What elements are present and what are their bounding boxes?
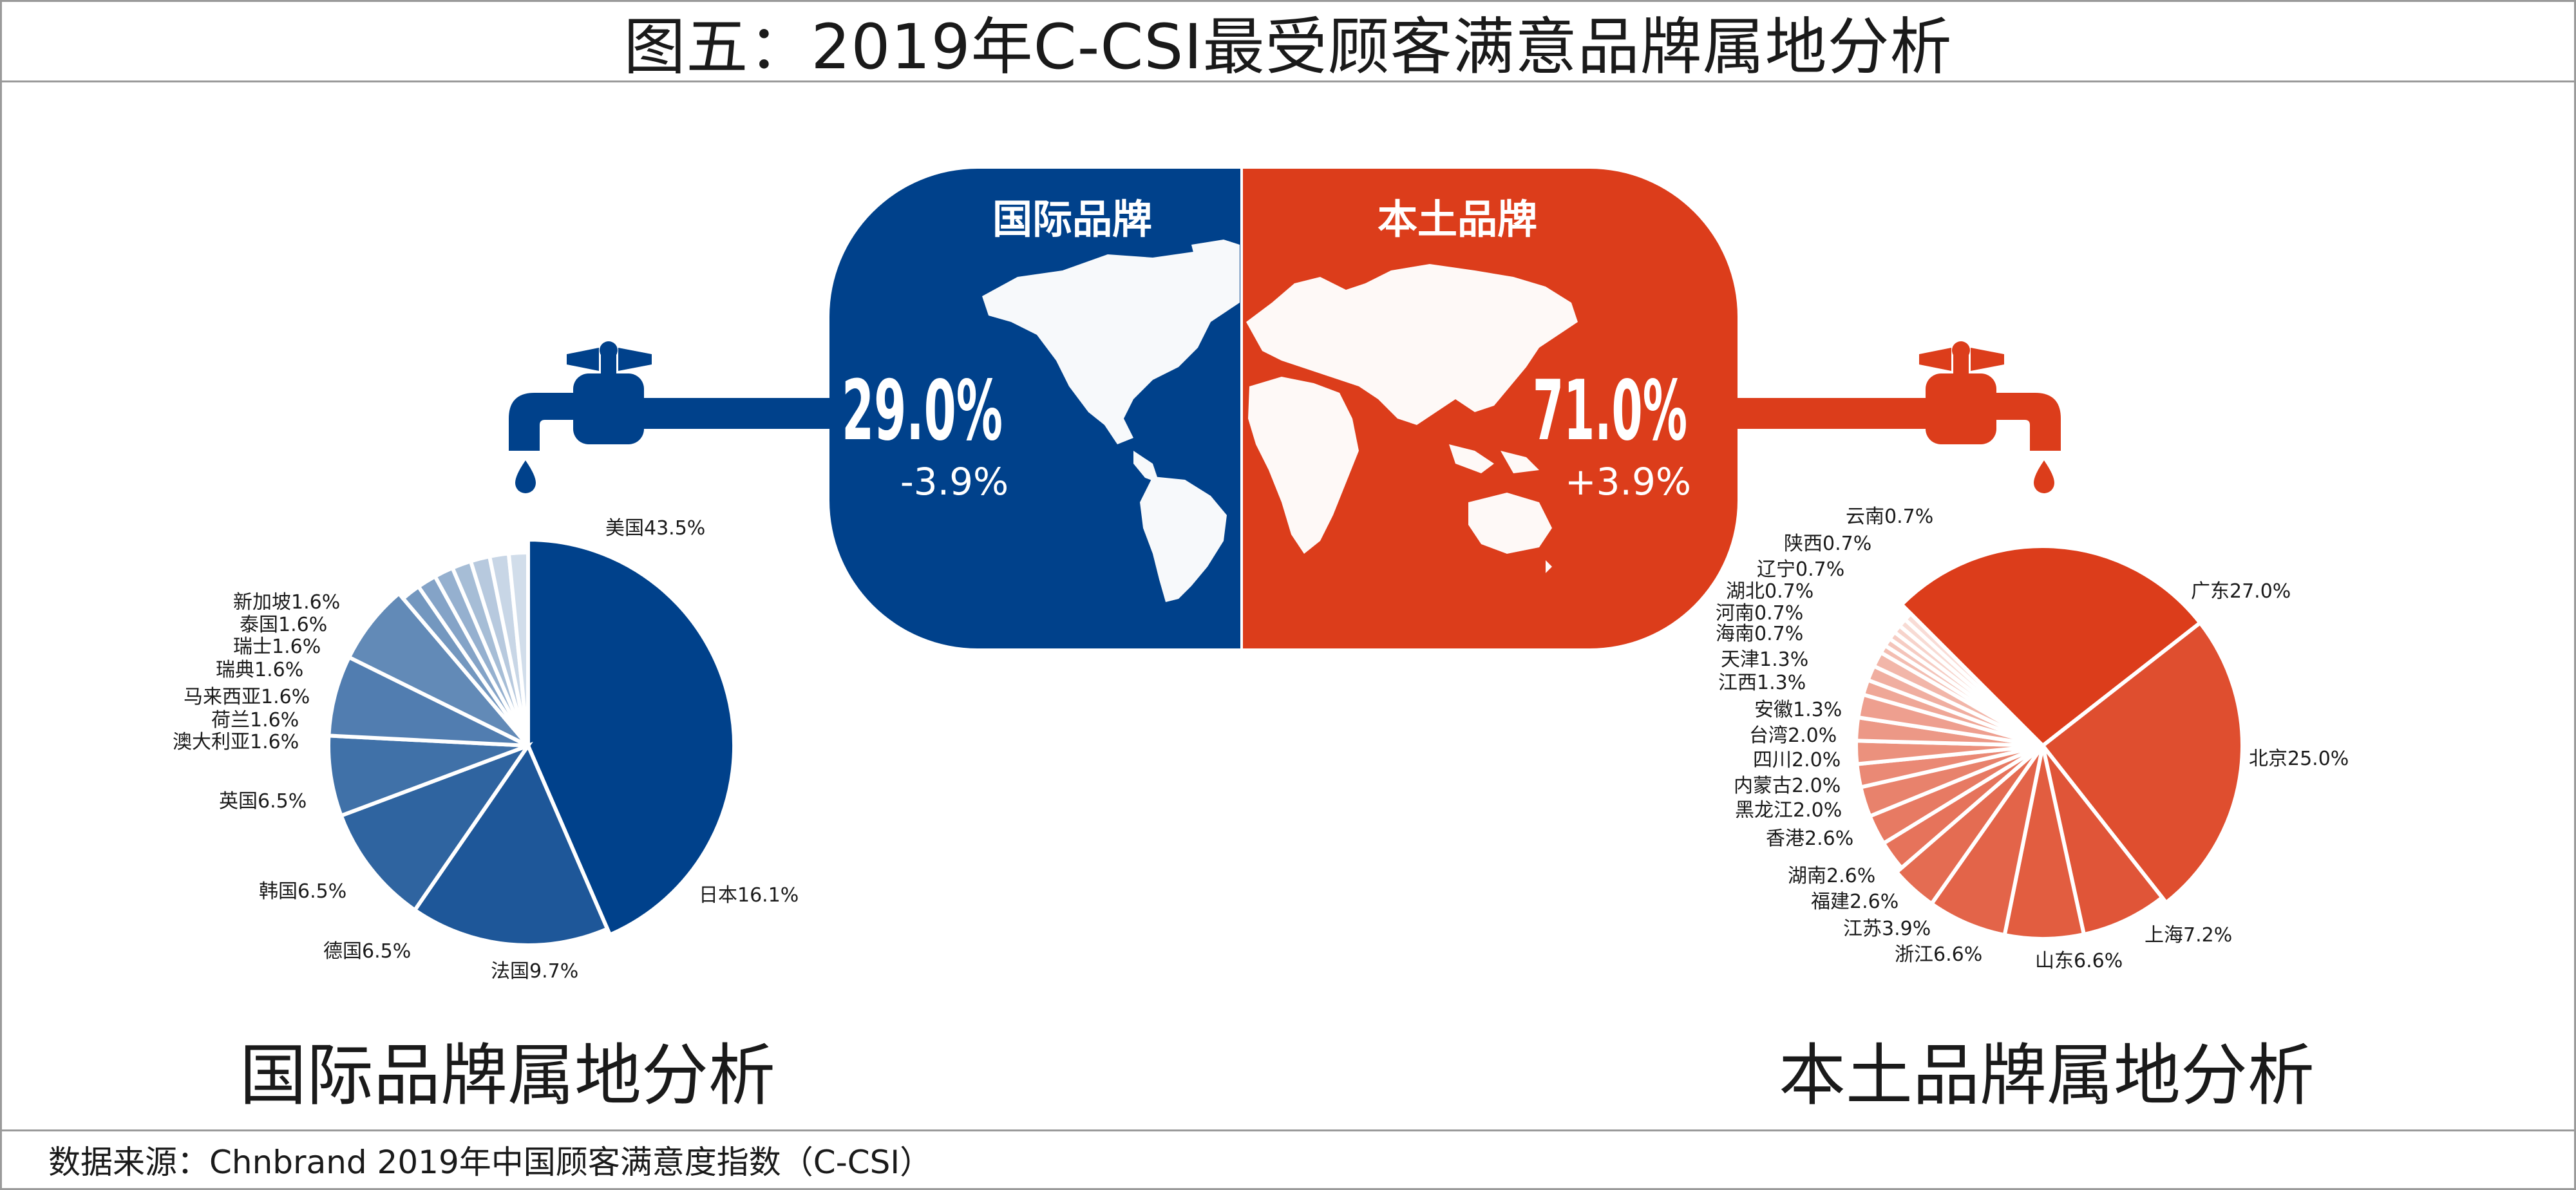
pie-slice-label: 台湾2.0% (1749, 724, 1837, 747)
pie-slice-label: 四川2.0% (1753, 749, 1841, 771)
pie-slice-label: 英国6.5% (219, 790, 307, 813)
pie-slice-label: 韩国6.5% (259, 880, 346, 903)
page-title: 图五：2019年C-CSI最受顾客满意品牌属地分析 (623, 10, 1953, 83)
pie-slice-label: 陕西0.7% (1784, 533, 1871, 555)
pie-slice-label: 德国6.5% (323, 940, 411, 963)
pie-slice (346, 590, 530, 748)
right-faucet-icon (1919, 341, 2061, 493)
left-faucet-icon (509, 341, 652, 493)
pie-slice-label: 湖南2.6% (1788, 865, 1875, 887)
pie-slice-label: 海南0.7% (1716, 623, 1803, 645)
pie-slice-label: 黑龙江2.0% (1735, 799, 1842, 822)
world-map-icon (982, 240, 1578, 602)
pie-slice-label: 安徽1.3% (1754, 699, 1842, 721)
pie-slice-label: 瑞士1.6% (233, 636, 321, 658)
domestic-label: 本土品牌 (1378, 196, 1537, 243)
pie-slice-label: 澳大利亚1.6% (173, 731, 299, 753)
pie-slice-label: 泰国1.6% (240, 614, 327, 636)
pie-slice-label: 湖北0.7% (1726, 580, 1814, 603)
pie-slice (1902, 610, 2045, 748)
pie-slice-label: 荷兰1.6% (211, 709, 299, 732)
pie-slice-label: 北京25.0% (2249, 748, 2349, 770)
pie-slice-label: 法国9.7% (491, 960, 578, 983)
pie-slice-label: 河南0.7% (1716, 602, 1803, 625)
pie-slice-label: 上海7.2% (2145, 924, 2232, 947)
pie-slice-label: 新加坡1.6% (233, 591, 340, 614)
pie-slice-label: 福建2.6% (1811, 891, 1899, 913)
pie-slice-label: 天津1.3% (1721, 648, 1808, 671)
pie-slice-label: 广东27.0% (2191, 580, 2291, 603)
pie-slice (2041, 744, 2165, 937)
share-capsule (829, 169, 1738, 648)
footer: 数据来源：Chnbrand 2019年中国顾客满意度指数（C-CSI） (2, 1129, 2574, 1188)
source-note: 数据来源：Chnbrand 2019年中国顾客满意度指数（C-CSI） (48, 1144, 933, 1181)
domestic-pie-title: 本土品牌属地分析 (1779, 1036, 2315, 1115)
international-share: 29.0% (842, 363, 1003, 459)
title-bar: 图五：2019年C-CSI最受顾客满意品牌属地分析 (2, 2, 2574, 83)
domestic-pie: 广东27.0% 北京25.0% 上海7.2% 山东6.6% 浙江6.6% 江苏3.9% 福建… (1716, 505, 2349, 972)
international-pie: 美国43.5% 日本16.1% 法国9.7% 德国6.5% 韩国6.5% 英国6.5% 澳大… (173, 517, 799, 983)
pie-slice-label: 山东6.6% (2035, 950, 2123, 972)
pie-slice (1893, 744, 2045, 907)
international-pie-title: 国际品牌属地分析 (240, 1036, 776, 1115)
domestic-change: +3.9% (1565, 460, 1691, 504)
pie-slice-label: 香港2.6% (1766, 827, 1853, 850)
domestic-share: 71.0% (1533, 363, 1687, 459)
pie-slice (338, 741, 533, 913)
pie-slice (2040, 619, 2244, 905)
pie-slice-label: 日本16.1% (699, 884, 799, 907)
international-change: -3.9% (900, 460, 1009, 504)
pie-slice-label: 辽宁0.7% (1757, 558, 1844, 581)
international-label: 国际品牌 (992, 196, 1152, 243)
pie-slice-label: 浙江6.6% (1895, 943, 1982, 966)
pie-slice (1899, 544, 2203, 748)
pie-slice-label: 美国43.5% (605, 517, 705, 540)
pie-slice-label: 马来西亚1.6% (184, 686, 310, 708)
pie-slice (412, 741, 611, 948)
pie-slice (526, 537, 737, 938)
pie-slice-label: 江西1.3% (1718, 672, 1806, 694)
pie-slice-label: 云南0.7% (1846, 505, 1933, 528)
pie-slice-label: 内蒙古2.0% (1734, 775, 1841, 797)
pie-slice-label: 瑞典1.6% (216, 659, 303, 681)
pie-slice-label: 江苏3.9% (1843, 918, 1931, 940)
pie-slice (506, 550, 530, 746)
